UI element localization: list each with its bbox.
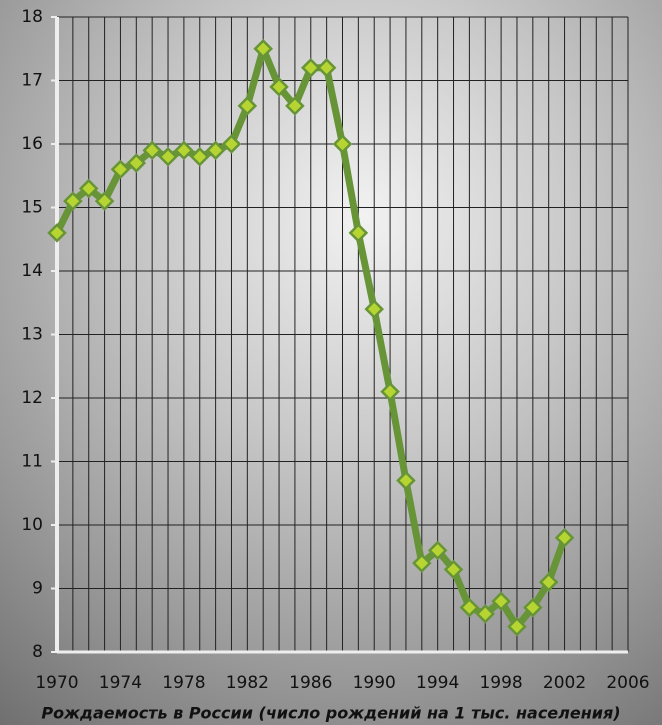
x-tick-label: 2002 (543, 673, 586, 693)
y-tick-label: 18 (21, 7, 43, 27)
chart-title: Рождаемость в России (число рождений на … (41, 704, 620, 723)
x-tick-label: 1986 (289, 673, 332, 693)
y-tick-label: 17 (21, 71, 43, 91)
y-tick-label: 13 (21, 325, 43, 345)
x-tick-label: 1994 (416, 673, 459, 693)
x-tick-label: 1982 (226, 673, 269, 693)
x-tick-label: 1974 (99, 673, 142, 693)
x-tick-label: 1998 (479, 673, 522, 693)
y-tick-label: 15 (21, 198, 43, 218)
background (0, 0, 662, 725)
y-tick-label: 10 (21, 515, 43, 535)
x-tick-label: 1990 (353, 673, 396, 693)
y-tick-label: 8 (32, 642, 43, 662)
y-tick-label: 16 (21, 134, 43, 154)
x-tick-label: 1978 (162, 673, 205, 693)
x-tick-label: 1970 (35, 673, 78, 693)
y-tick-label: 14 (21, 261, 43, 281)
y-tick-label: 9 (32, 579, 43, 599)
chart: Рождаемость в России (число рождений на … (0, 0, 662, 725)
y-tick-label: 11 (21, 452, 43, 472)
y-tick-label: 12 (21, 388, 43, 408)
x-tick-label: 2006 (606, 673, 649, 693)
